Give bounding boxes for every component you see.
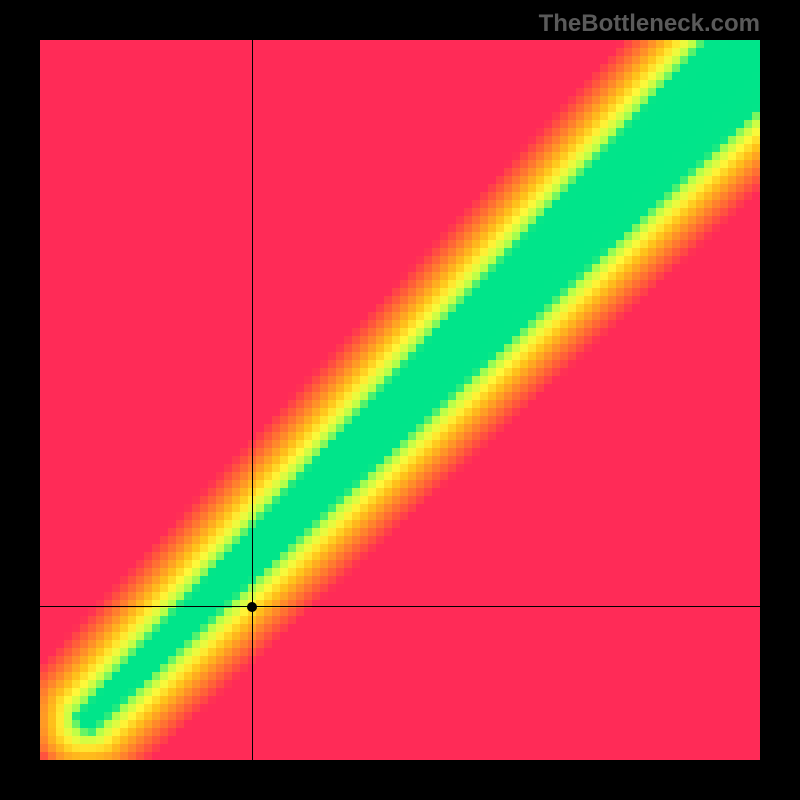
plot-area — [40, 40, 760, 760]
selection-marker — [247, 602, 257, 612]
chart-container: TheBottleneck.com — [0, 0, 800, 800]
crosshair-horizontal — [40, 606, 760, 607]
watermark-text: TheBottleneck.com — [539, 10, 760, 38]
bottleneck-heatmap — [40, 40, 760, 760]
crosshair-vertical — [252, 40, 253, 760]
